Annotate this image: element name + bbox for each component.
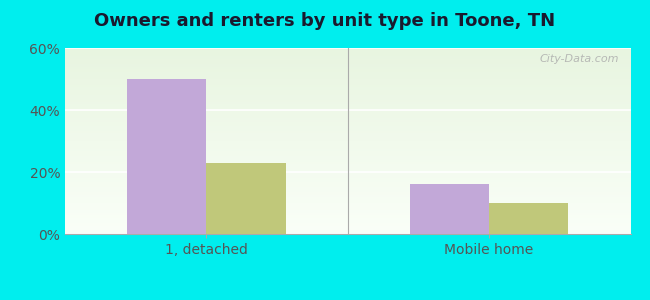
Text: Owners and renters by unit type in Toone, TN: Owners and renters by unit type in Toone… bbox=[94, 12, 556, 30]
Bar bbox=[489, 203, 568, 234]
Bar bbox=[207, 163, 285, 234]
Bar bbox=[410, 184, 489, 234]
Text: City-Data.com: City-Data.com bbox=[540, 54, 619, 64]
Bar bbox=[127, 79, 207, 234]
